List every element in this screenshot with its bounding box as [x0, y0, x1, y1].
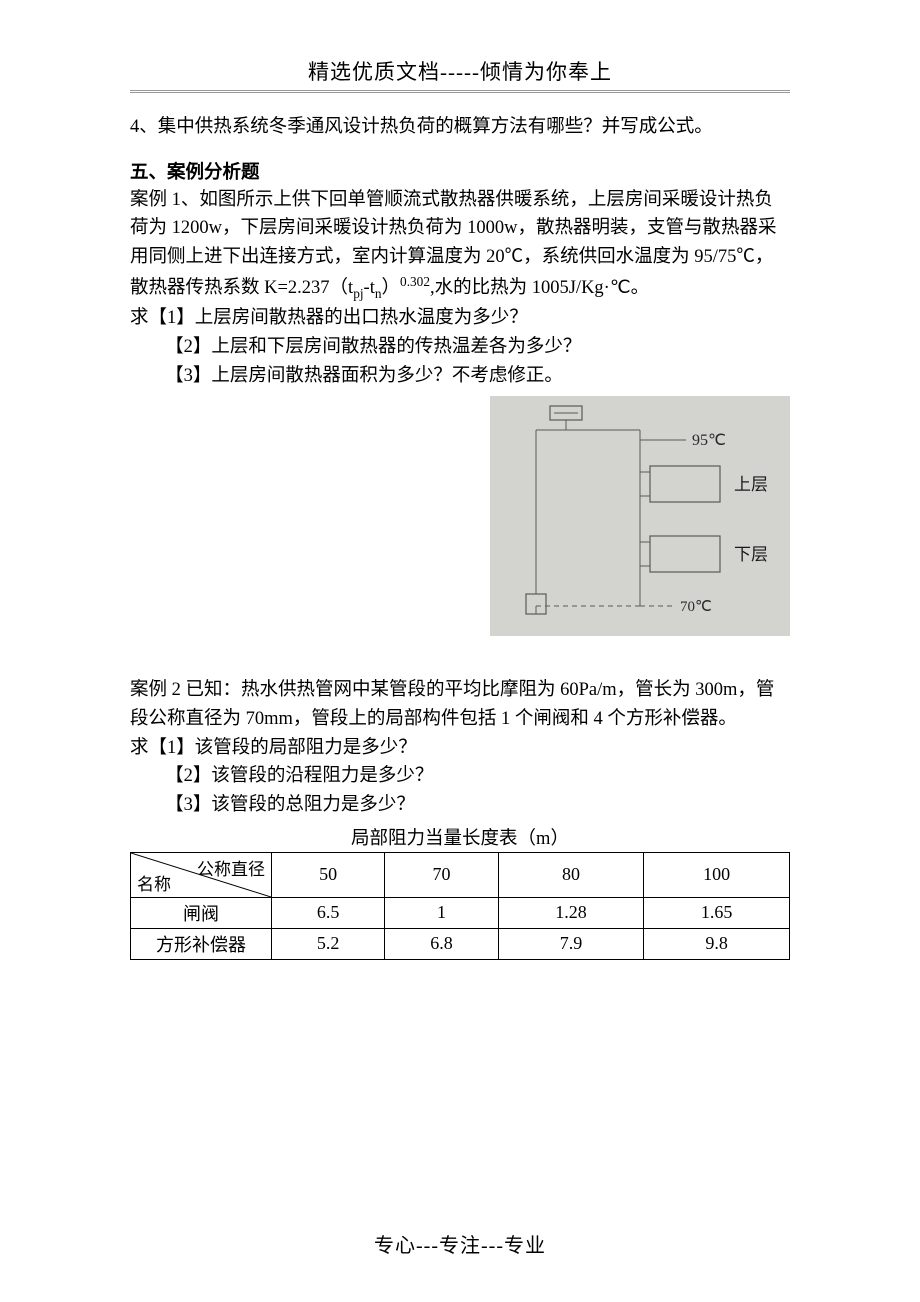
question-4: 4、集中供热系统冬季通风设计热负荷的概算方法有哪些？并写成公式。 [130, 113, 790, 142]
case1-ask2: 【2】上层和下层房间散热器的传热温差各为多少？ [130, 333, 790, 362]
table-corner: 公称直径 名称 [131, 852, 272, 897]
section-5-title: 五、案例分析题 [130, 158, 790, 184]
page-footer: 专心---专注---专业 [0, 1229, 920, 1258]
col-header: 50 [272, 852, 385, 897]
temp-top-label: 95℃ [692, 432, 726, 449]
text: ,水的比热为 1005J/Kg·℃。 [430, 278, 649, 298]
case1-ask1: 求【1】上层房间散热器的出口热水温度为多少？ [130, 304, 790, 333]
subscript: n [375, 286, 382, 301]
table-row: 公称直径 名称 50 70 80 100 [131, 852, 790, 897]
text: -t [364, 278, 375, 298]
cell: 1 [385, 897, 498, 928]
lower-label: 下层 [734, 545, 768, 564]
case1-ask3: 【3】上层房间散热器面积为多少？不考虑修正。 [130, 362, 790, 391]
table-row: 方形补偿器 5.2 6.8 7.9 9.8 [131, 928, 790, 959]
case1-line: 用同侧上进下出连接方式，室内计算温度为 20℃，系统供回水温度为 95/75℃， [130, 243, 790, 272]
superscript: 0.302 [400, 274, 430, 289]
col-header: 80 [498, 852, 644, 897]
corner-top-label: 公称直径 [197, 855, 265, 880]
col-header: 70 [385, 852, 498, 897]
text: 散热器传热系数 K=2.237（t [130, 278, 353, 298]
cell: 1.65 [644, 897, 790, 928]
page-header: 精选优质文档-----倾情为你奉上 [130, 56, 790, 86]
cell: 6.8 [385, 928, 498, 959]
table-row: 闸阀 6.5 1 1.28 1.65 [131, 897, 790, 928]
case2-line: 段公称直径为 70mm，管段上的局部构件包括 1 个闸阀和 4 个方形补偿器。 [130, 705, 790, 734]
case2-ask3: 【3】该管段的总阻力是多少？ [130, 791, 790, 820]
radiator-diagram: 95℃ 上层 下层 70℃ [490, 396, 790, 636]
cell: 5.2 [272, 928, 385, 959]
row-name: 方形补偿器 [131, 928, 272, 959]
subscript: pj [353, 286, 363, 301]
temp-bot-label: 70℃ [680, 599, 712, 615]
case1-line-k: 散热器传热系数 K=2.237（tpj-tn）0.302,水的比热为 1005J… [130, 272, 790, 304]
diagram-wrap: 95℃ 上层 下层 70℃ [130, 396, 790, 636]
cell: 7.9 [498, 928, 644, 959]
cell: 1.28 [498, 897, 644, 928]
cell: 9.8 [644, 928, 790, 959]
col-header: 100 [644, 852, 790, 897]
header-rule [130, 90, 790, 91]
case2-line: 案例 2 已知：热水供热管网中某管段的平均比摩阻为 60Pa/m，管长为 300… [130, 676, 790, 705]
table-title: 局部阻力当量长度表（m） [130, 824, 790, 850]
case-1: 案例 1、如图所示上供下回单管顺流式散热器供暖系统，上层房间采暖设计热负 荷为 … [130, 186, 790, 391]
header-rule [130, 92, 790, 93]
case1-line: 案例 1、如图所示上供下回单管顺流式散热器供暖系统，上层房间采暖设计热负 [130, 186, 790, 215]
corner-bot-label: 名称 [137, 870, 171, 895]
upper-label: 上层 [734, 475, 768, 494]
case2-ask1: 求【1】该管段的局部阻力是多少？ [130, 734, 790, 763]
text: ） [382, 278, 401, 298]
case-2: 案例 2 已知：热水供热管网中某管段的平均比摩阻为 60Pa/m，管长为 300… [130, 676, 790, 819]
case2-ask2: 【2】该管段的沿程阻力是多少？ [130, 762, 790, 791]
row-name: 闸阀 [131, 897, 272, 928]
case1-line: 荷为 1200w，下层房间采暖设计热负荷为 1000w，散热器明装，支管与散热器… [130, 214, 790, 243]
cell: 6.5 [272, 897, 385, 928]
resistance-table: 公称直径 名称 50 70 80 100 闸阀 6.5 1 1.28 1.65 … [130, 852, 790, 960]
page: 精选优质文档-----倾情为你奉上 4、集中供热系统冬季通风设计热负荷的概算方法… [0, 0, 920, 1302]
